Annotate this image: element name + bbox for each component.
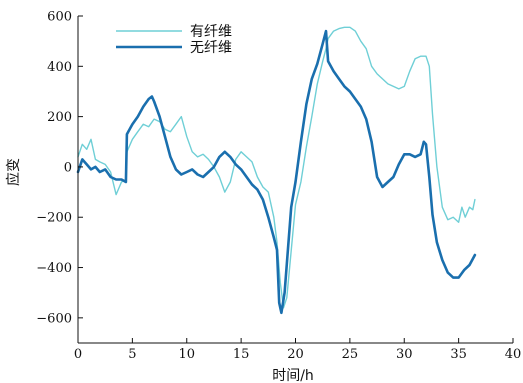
x-tick-label: 10 <box>178 347 195 362</box>
x-tick-label: 5 <box>128 347 136 362</box>
x-tick-label: 25 <box>342 347 359 362</box>
y-tick-label: 200 <box>47 110 72 125</box>
x-tick-label: 15 <box>233 347 250 362</box>
series-line-without-fiber <box>76 29 477 315</box>
legend-label-with-fiber: 有纤维 <box>190 24 232 40</box>
y-tick-label: 0 <box>64 160 72 175</box>
y-tick-label: 400 <box>47 60 72 75</box>
plot-lines <box>76 26 477 315</box>
legend-label-without-fiber: 无纤维 <box>190 40 232 56</box>
ticks: 0 5 10 15 20 25 30 35 40 600 400 200 0 −200 −400 −600 <box>36 10 521 363</box>
legend: 有纤维 无纤维 <box>116 24 232 56</box>
y-tick-label: −600 <box>36 311 72 326</box>
y-tick-label: −200 <box>36 211 72 226</box>
y-axis-label: 应变 <box>5 158 22 186</box>
x-tick-label: 35 <box>450 347 467 362</box>
series-line-with-fiber <box>77 26 476 309</box>
x-tick-label: 40 <box>505 347 522 362</box>
x-tick-label: 0 <box>74 347 82 362</box>
x-axis-label: 时间/h <box>272 368 314 383</box>
y-tick-label: −400 <box>36 261 72 276</box>
x-tick-label: 20 <box>287 347 304 362</box>
x-tick-label: 30 <box>396 347 413 362</box>
y-tick-label: 600 <box>47 10 72 25</box>
